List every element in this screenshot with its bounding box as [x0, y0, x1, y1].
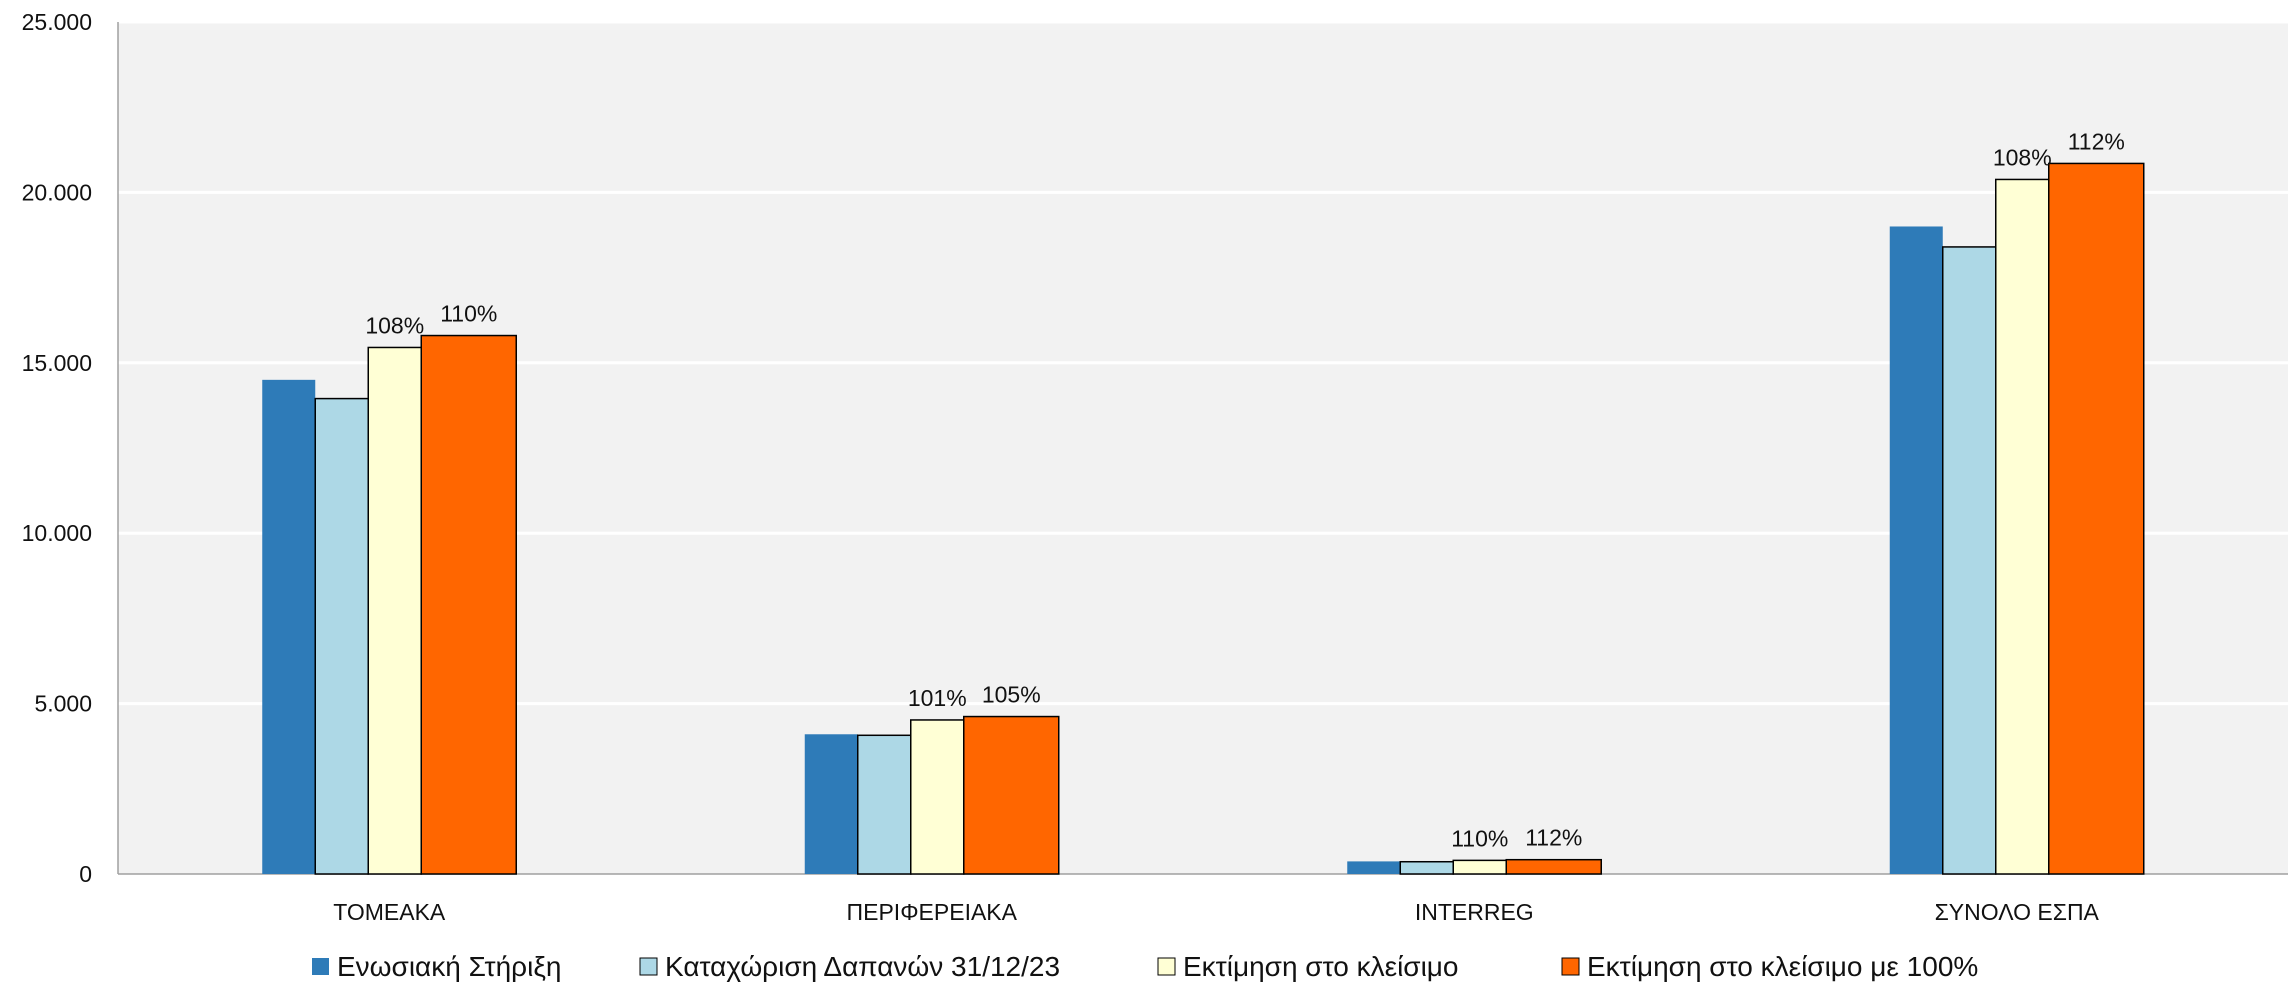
category-label: INTERREG — [1415, 899, 1534, 925]
data-label: 105% — [982, 682, 1041, 708]
legend-swatch — [312, 958, 329, 975]
bar — [420, 334, 517, 875]
y-tick-label: 5.000 — [34, 691, 92, 717]
y-tick-label: 0 — [79, 861, 92, 887]
y-tick-label: 10.000 — [22, 520, 92, 546]
y-tick-label: 15.000 — [22, 350, 92, 376]
legend-label: Καταχώριση Δαπανών 31/12/23 — [665, 951, 1060, 982]
legend-label: Εκτίμηση στο κλείσιμο με 100% — [1587, 951, 1978, 982]
category-label: ΠΕΡΙΦΕΡΕΙΑΚΑ — [847, 899, 1018, 925]
bar — [262, 379, 316, 874]
data-label: 112% — [1525, 825, 1582, 851]
bars — [262, 162, 2145, 875]
bar — [1399, 860, 1454, 875]
legend-swatch — [639, 957, 658, 976]
bar — [910, 719, 965, 875]
bar — [1505, 858, 1602, 875]
legend-swatch — [1157, 957, 1176, 976]
data-label: 108% — [1993, 144, 2052, 170]
legend-swatch — [1561, 957, 1580, 976]
data-label: 108% — [365, 312, 424, 338]
category-label: ΣΥΝΟΛΟ ΕΣΠΑ — [1935, 899, 2100, 925]
data-labels: 108% 110% 101% 105% 110% 112% 108% 112% — [365, 128, 2124, 851]
bar — [367, 346, 422, 875]
legend-label: Εκτίμηση στο κλείσιμο — [1183, 951, 1459, 982]
bar — [1452, 859, 1507, 875]
bar — [1889, 226, 1943, 875]
data-label: 110% — [1451, 825, 1508, 851]
bar — [857, 734, 912, 875]
data-label: 110% — [440, 301, 497, 327]
y-tick-label: 20.000 — [22, 179, 92, 205]
bar — [1942, 246, 1997, 875]
data-label: 112% — [2068, 128, 2125, 154]
bar — [314, 397, 369, 875]
bar — [1347, 861, 1401, 874]
bar — [2048, 162, 2145, 875]
bar — [963, 715, 1060, 875]
legend-label: Ενωσιακή Στήριξη — [337, 951, 561, 982]
y-tick-label: 25.000 — [22, 9, 92, 35]
data-label: 101% — [908, 685, 967, 711]
legend: Ενωσιακή Στήριξη Καταχώριση Δαπανών 31/12… — [312, 951, 1978, 982]
category-label: ΤΟΜΕΑΚΑ — [333, 899, 446, 925]
category-labels: ΤΟΜΕΑΚΑ ΠΕΡΙΦΕΡΕΙΑΚΑ INTERREG ΣΥΝΟΛΟ ΕΣΠΑ — [333, 899, 2099, 925]
bar — [804, 734, 858, 874]
bar — [1995, 178, 2050, 875]
y-axis-ticks: 0 5.000 10.000 15.000 20.000 25.000 — [22, 9, 92, 887]
